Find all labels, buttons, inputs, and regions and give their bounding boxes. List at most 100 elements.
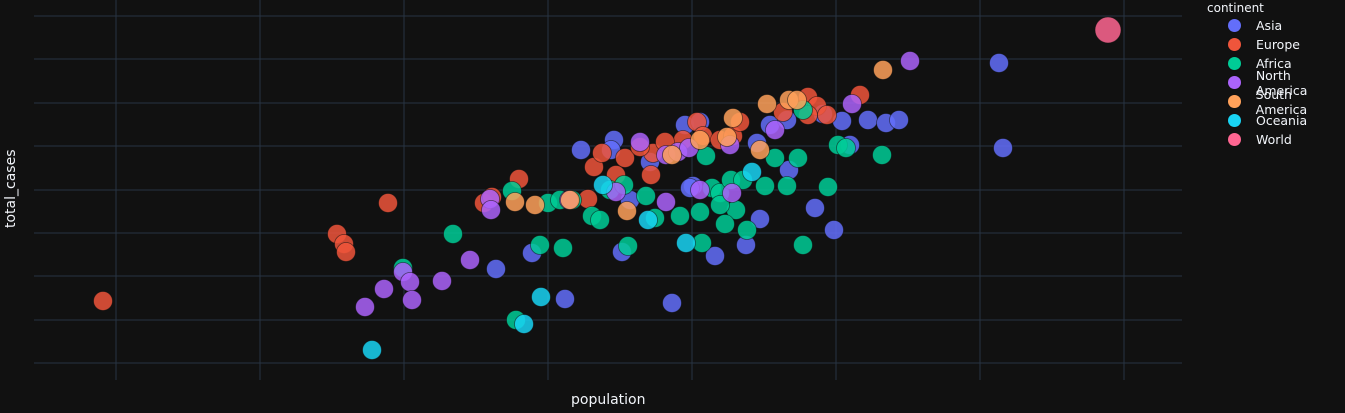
data-point[interactable]: [336, 242, 356, 262]
data-point[interactable]: [690, 180, 710, 200]
legend-label: Europe: [1256, 37, 1300, 52]
data-point[interactable]: [590, 210, 610, 230]
data-point[interactable]: [737, 220, 757, 240]
data-point[interactable]: [618, 236, 638, 256]
data-point[interactable]: [443, 224, 463, 244]
data-point[interactable]: [722, 183, 742, 203]
series-europe[interactable]: [93, 85, 870, 311]
legend-item-asia[interactable]: Asia: [1204, 16, 1345, 35]
data-point[interactable]: [858, 110, 878, 130]
legend-item-world[interactable]: World: [1204, 130, 1345, 149]
data-point[interactable]: [889, 110, 909, 130]
data-point[interactable]: [525, 195, 545, 215]
data-point[interactable]: [723, 108, 743, 128]
data-point[interactable]: [656, 192, 676, 212]
data-point[interactable]: [638, 210, 658, 230]
legend-label: World: [1256, 132, 1292, 147]
data-point[interactable]: [530, 235, 550, 255]
legend-item-oceania[interactable]: Oceania: [1204, 111, 1345, 130]
data-point[interactable]: [670, 206, 690, 226]
data-point[interactable]: [362, 340, 382, 360]
data-point[interactable]: [486, 259, 506, 279]
legend-item-africa[interactable]: Africa: [1204, 54, 1345, 73]
data-points[interactable]: [93, 16, 1122, 360]
legend-item-north-america[interactable]: North America: [1204, 68, 1345, 98]
legend-label: Africa: [1256, 56, 1292, 71]
data-point[interactable]: [989, 53, 1009, 73]
data-point[interactable]: [630, 132, 650, 152]
data-point[interactable]: [872, 145, 892, 165]
data-point[interactable]: [460, 250, 480, 270]
series-north-america[interactable]: [355, 51, 920, 317]
data-point[interactable]: [755, 176, 775, 196]
data-point[interactable]: [705, 246, 725, 266]
data-point[interactable]: [615, 148, 635, 168]
series-africa[interactable]: [393, 100, 892, 330]
data-point[interactable]: [757, 94, 777, 114]
legend: continent Asia Europe Africa North America S…: [1204, 0, 1345, 149]
data-point[interactable]: [553, 238, 573, 258]
legend-marker-icon: [1228, 19, 1241, 32]
legend-marker-icon: [1228, 57, 1241, 70]
data-point[interactable]: [641, 165, 661, 185]
data-point[interactable]: [777, 176, 797, 196]
series-south-america[interactable]: [505, 60, 893, 221]
data-point[interactable]: [593, 175, 613, 195]
legend-item-south-america[interactable]: South America: [1204, 87, 1345, 117]
data-point[interactable]: [617, 201, 637, 221]
data-point[interactable]: [374, 279, 394, 299]
data-point[interactable]: [993, 138, 1013, 158]
legend-marker-icon: [1228, 114, 1241, 127]
data-point[interactable]: [817, 105, 837, 125]
data-point[interactable]: [873, 60, 893, 80]
legend-marker-icon: [1228, 38, 1241, 51]
data-point[interactable]: [805, 198, 825, 218]
data-point[interactable]: [793, 235, 813, 255]
data-point[interactable]: [555, 289, 575, 309]
series-oceania[interactable]: [362, 162, 762, 360]
data-point[interactable]: [531, 287, 551, 307]
data-point[interactable]: [900, 51, 920, 71]
data-point[interactable]: [842, 94, 862, 114]
data-point[interactable]: [715, 214, 735, 234]
data-point[interactable]: [690, 130, 710, 150]
x-axis-title: population: [571, 392, 646, 408]
data-point[interactable]: [710, 195, 730, 215]
data-point[interactable]: [571, 140, 591, 160]
data-point[interactable]: [690, 202, 710, 222]
data-point[interactable]: [636, 186, 656, 206]
data-point[interactable]: [750, 140, 770, 160]
data-point[interactable]: [1094, 16, 1122, 44]
data-point[interactable]: [355, 297, 375, 317]
data-point[interactable]: [514, 314, 534, 334]
legend-marker-icon: [1228, 76, 1241, 89]
data-point[interactable]: [400, 272, 420, 292]
data-point[interactable]: [765, 120, 785, 140]
legend-label: South America: [1255, 86, 1308, 117]
data-point[interactable]: [592, 143, 612, 163]
data-point[interactable]: [787, 90, 807, 110]
data-point[interactable]: [505, 192, 525, 212]
data-point[interactable]: [742, 162, 762, 182]
legend-marker-icon: [1228, 95, 1241, 108]
data-point[interactable]: [676, 233, 696, 253]
data-point[interactable]: [378, 193, 398, 213]
legend-item-europe[interactable]: Europe: [1204, 35, 1345, 54]
data-point[interactable]: [824, 220, 844, 240]
series-world[interactable]: [1094, 16, 1122, 44]
data-point[interactable]: [788, 148, 808, 168]
data-point[interactable]: [560, 190, 580, 210]
data-point[interactable]: [818, 177, 838, 197]
data-point[interactable]: [432, 271, 452, 291]
data-point[interactable]: [93, 291, 113, 311]
data-point[interactable]: [717, 127, 737, 147]
data-point[interactable]: [481, 200, 501, 220]
data-point[interactable]: [836, 138, 856, 158]
data-point[interactable]: [662, 293, 682, 313]
legend-marker-icon: [1228, 133, 1241, 146]
data-point[interactable]: [750, 209, 770, 229]
data-point[interactable]: [662, 145, 682, 165]
data-point[interactable]: [402, 290, 422, 310]
y-axis-title: total_cases: [3, 149, 19, 229]
